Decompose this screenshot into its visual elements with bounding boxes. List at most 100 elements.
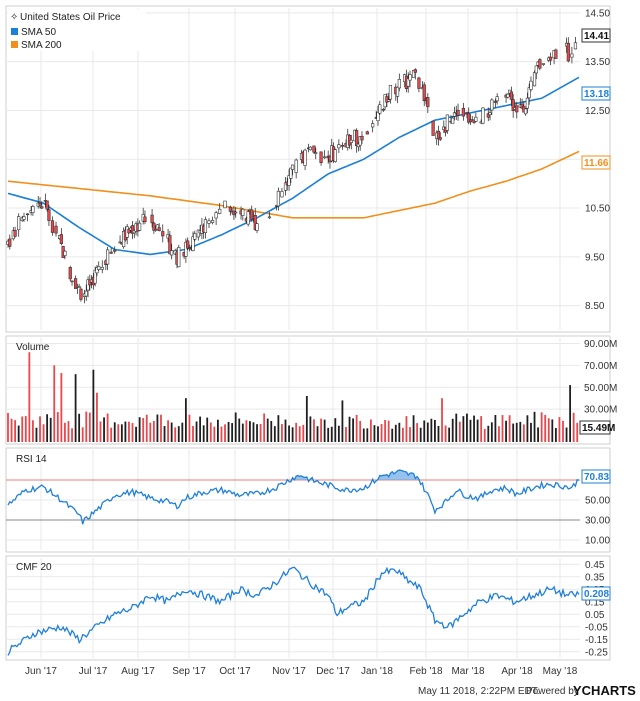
volume-bar [373, 425, 376, 442]
cmf-layer [7, 566, 580, 656]
volume-bar [245, 420, 248, 442]
candle-body [524, 108, 528, 115]
volume-bar [405, 416, 408, 442]
volume-bar [217, 419, 219, 442]
volume-bar [547, 418, 550, 442]
candle-body [155, 224, 160, 230]
month-tick-label: Dec '17 [316, 666, 350, 677]
candle-body [474, 116, 478, 122]
volume-bar [558, 417, 561, 442]
volume-bar [78, 413, 81, 442]
legend-item-sma200[interactable]: SMA 200 [11, 40, 62, 51]
volume-bar [327, 427, 330, 442]
candle-body [8, 238, 12, 247]
legend-swatch-sma50 [11, 28, 18, 35]
volume-bar [160, 414, 162, 442]
candle-body [376, 112, 380, 122]
candle-body [25, 213, 30, 216]
volume-bar [220, 426, 223, 442]
candle-body [152, 222, 156, 231]
volume-bar [192, 426, 194, 442]
month-tick-label: Feb '18 [409, 666, 442, 677]
volume-bar [99, 421, 102, 442]
ycharts-logo[interactable]: YCHARTS [573, 683, 636, 698]
candle-body [452, 112, 457, 117]
candle-body [38, 203, 42, 206]
volume-bar [305, 396, 308, 442]
price-tick-label: 10.50 [585, 204, 610, 215]
month-tick-label: Sep '17 [172, 666, 206, 677]
volume-bar [451, 418, 454, 442]
volume-bar [398, 422, 401, 442]
candle-body [287, 175, 291, 186]
volume-bar [60, 373, 63, 442]
last-price-tag: 14.41 [581, 28, 611, 43]
volume-bar [437, 425, 440, 442]
volume-bar [323, 419, 326, 442]
legend-item-sma50[interactable]: SMA 50 [11, 27, 56, 38]
candle-body [184, 241, 188, 257]
volume-bar [238, 418, 241, 442]
volume-bar [167, 420, 169, 442]
candle-body [95, 267, 99, 274]
candle-body [358, 136, 362, 146]
volume-bar [88, 412, 91, 442]
volume-bar [487, 425, 490, 442]
volume-bar [128, 421, 130, 442]
candle-body [289, 167, 293, 179]
volume-bar [313, 419, 315, 442]
candle-body [127, 228, 131, 234]
volume-bar [231, 423, 234, 442]
candle-body [73, 278, 78, 289]
candle-body [308, 146, 312, 151]
volume-bar [434, 419, 436, 442]
sma200-tag: 11.66 [581, 155, 611, 170]
volume-bar [32, 420, 34, 442]
volume-bar [569, 385, 572, 442]
volume-bar [533, 411, 536, 442]
volume-bar [252, 422, 255, 442]
volume-bar [423, 420, 426, 442]
candle-body [40, 206, 44, 209]
candle-body [100, 266, 104, 270]
candle-body [436, 130, 441, 140]
volume-bar [359, 420, 362, 442]
legend-label-sma200: SMA 200 [21, 40, 62, 51]
volume-pane-title: Volume [16, 342, 50, 353]
volume-bar [234, 412, 237, 442]
legend-background [8, 9, 146, 51]
candle-body [17, 216, 21, 231]
candle-body [50, 220, 55, 233]
cmf-tick-label: -0.05 [585, 622, 608, 633]
candle-body [276, 190, 280, 207]
candle-body [303, 149, 307, 166]
candle-body [47, 209, 51, 221]
volume-bar [515, 422, 518, 442]
volume-bar [49, 417, 52, 442]
pane-frames [5, 5, 611, 661]
candle-body [113, 249, 117, 252]
volume-bar [540, 412, 543, 442]
legend-diamond-icon: ✧ [10, 12, 18, 23]
rsi-tick-label: 50.00 [585, 496, 610, 507]
candle-body [255, 223, 259, 231]
volume-bar [448, 427, 451, 442]
volume-bar [284, 419, 287, 442]
candle-body [97, 266, 101, 270]
volume-bar [85, 411, 88, 442]
volume-bar [181, 422, 184, 442]
candle-body [387, 99, 391, 102]
candle-body [234, 211, 238, 214]
volume-bar [273, 426, 276, 442]
legend-item-price[interactable]: ✧ United States Oil Price [10, 12, 121, 23]
candle-body [70, 280, 74, 283]
candle-body [196, 229, 200, 238]
sma50-tag: 13.18 [581, 86, 611, 101]
volume-bar [288, 425, 290, 442]
volume-bar [24, 416, 27, 442]
volume-bar [476, 419, 479, 442]
candle-body [461, 107, 465, 117]
volume-tag: 15.49M [579, 420, 615, 435]
candle-body [570, 53, 574, 58]
candle-body [54, 225, 58, 234]
